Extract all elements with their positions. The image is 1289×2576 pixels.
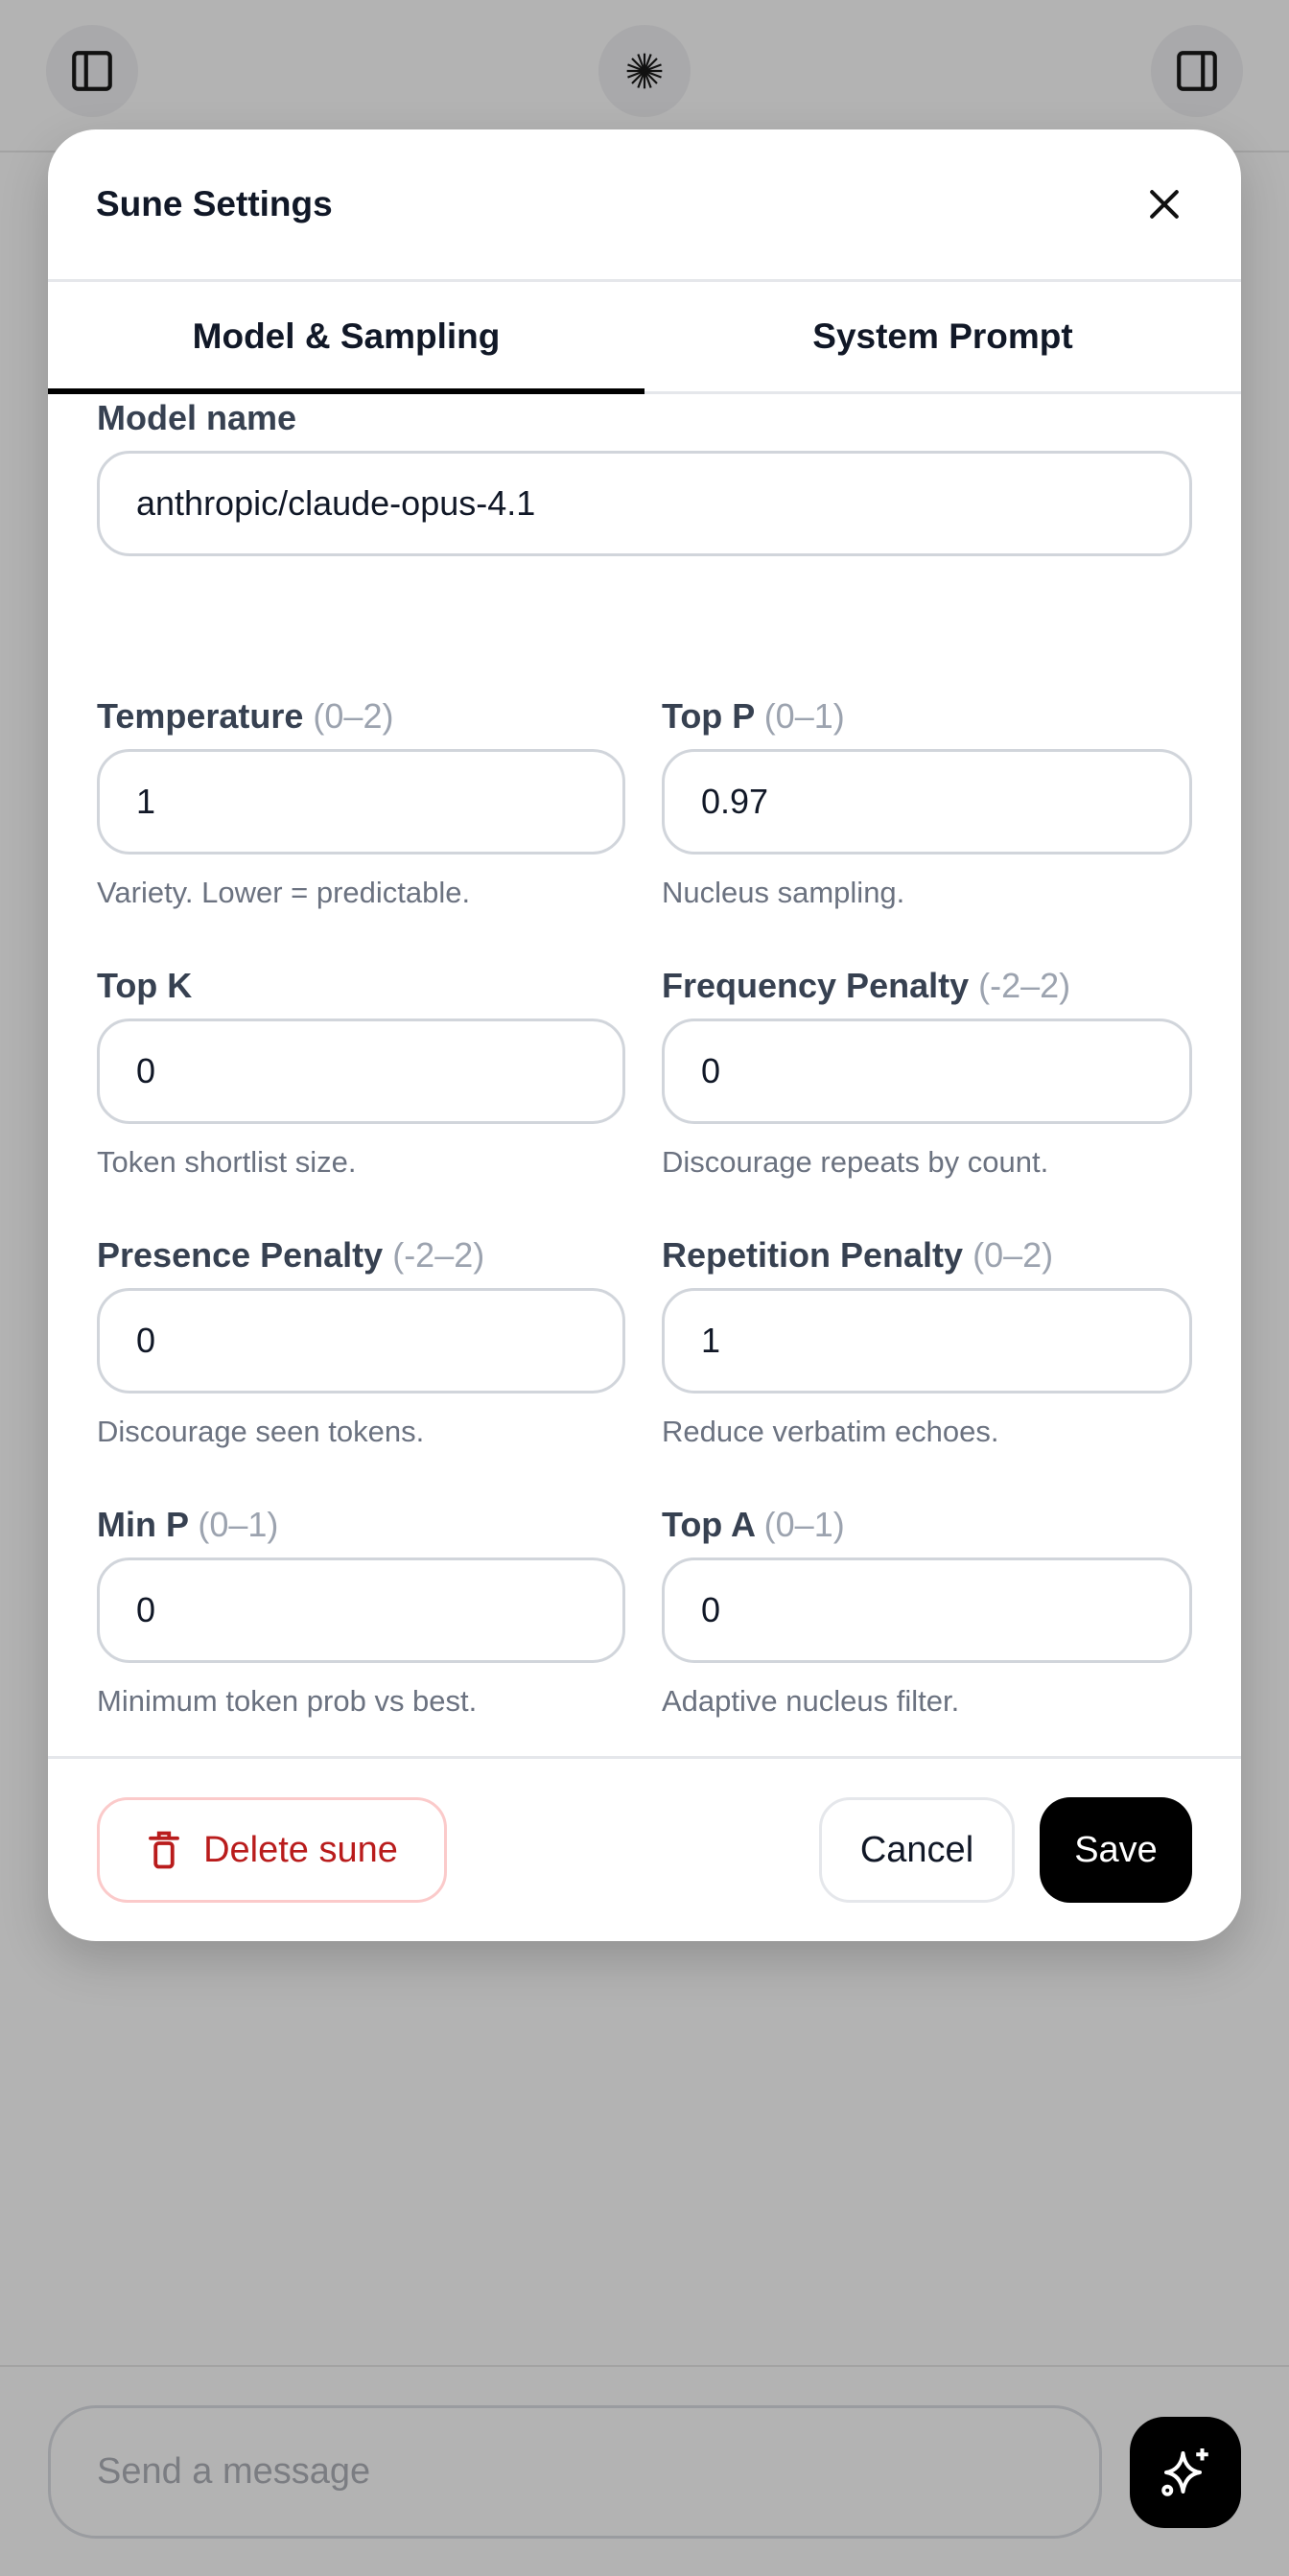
field-label: Top A (0–1) <box>662 1504 1192 1546</box>
field-range: (0–2) <box>313 696 394 736</box>
field-input[interactable]: 0 <box>97 1019 625 1124</box>
field-label-text: Presence Penalty <box>97 1235 384 1275</box>
field-range: (0–2) <box>973 1235 1054 1275</box>
field-label: Repetition Penalty (0–2) <box>662 1234 1192 1276</box>
composer-bar: Send a message <box>0 2365 1289 2576</box>
message-input[interactable]: Send a message <box>48 2405 1102 2539</box>
close-icon <box>1150 190 1179 219</box>
trash-icon <box>149 1831 180 1869</box>
modal-title: Sune Settings <box>96 184 333 223</box>
field-label-text: Top A <box>662 1505 755 1544</box>
field-help: Minimum token prob vs best. <box>97 1684 478 1718</box>
close-button[interactable] <box>1136 176 1193 233</box>
sampling-fields: Temperature (0–2) 1 Variety. Lower = pre… <box>97 695 1192 1773</box>
field-range: (-2–2) <box>978 966 1071 1005</box>
field-label-text: Top K <box>97 966 193 1005</box>
modal-body: Model name anthropic/claude-opus-4.1 Tem… <box>48 397 1241 1773</box>
field-label-text: Repetition Penalty <box>662 1235 964 1275</box>
top-bar <box>0 0 1289 152</box>
field-help: Reduce verbatim echoes. <box>662 1415 999 1448</box>
field-range: (0–1) <box>763 696 845 736</box>
tab-system-prompt[interactable]: System Prompt <box>812 316 1073 356</box>
field-help: Token shortlist size. <box>97 1145 357 1179</box>
field-input[interactable]: 1 <box>97 749 625 855</box>
sidebar-left-icon <box>72 51 112 91</box>
toggle-left-sidebar-button[interactable] <box>46 25 138 117</box>
field-input[interactable]: 0 <box>662 1557 1192 1663</box>
model-name-group: Model name anthropic/claude-opus-4.1 <box>97 397 1192 695</box>
field-presence-penalty: Presence Penalty (-2–2) 0 Discourage see… <box>97 1234 625 1504</box>
field-range: (0–1) <box>763 1505 845 1544</box>
field-top-p: Top P (0–1) 0.97 Nucleus sampling. <box>662 695 1192 965</box>
field-help: Nucleus sampling. <box>662 876 905 909</box>
field-help: Discourage repeats by count. <box>662 1145 1049 1179</box>
field-input[interactable]: 1 <box>662 1288 1192 1393</box>
field-input[interactable]: 0.97 <box>662 749 1192 855</box>
sune-logo-button[interactable] <box>598 25 691 117</box>
save-button[interactable]: Save <box>1040 1797 1192 1903</box>
model-name-label: Model name <box>97 398 297 437</box>
field-label: Min P (0–1) <box>97 1504 625 1546</box>
field-input[interactable]: 0 <box>662 1019 1192 1124</box>
field-range: (-2–2) <box>392 1235 485 1275</box>
field-label-text: Frequency Penalty <box>662 966 970 1005</box>
field-label: Presence Penalty (-2–2) <box>97 1234 625 1276</box>
modal-header: Sune Settings <box>48 129 1241 282</box>
tab-model-sampling[interactable]: Model & Sampling <box>48 282 644 394</box>
field-help: Adaptive nucleus filter. <box>662 1684 960 1718</box>
tab-bar: Model & Sampling System Prompt <box>48 282 1241 394</box>
delete-sune-button[interactable]: Delete sune <box>97 1797 447 1903</box>
field-min-p: Min P (0–1) 0 Minimum token prob vs best… <box>97 1504 625 1773</box>
field-label-text: Top P <box>662 696 755 736</box>
field-help: Variety. Lower = predictable. <box>97 876 471 909</box>
delete-label: Delete sune <box>203 1829 398 1870</box>
modal-footer: Delete sune Cancel Save <box>48 1756 1241 1941</box>
field-label: Frequency Penalty (-2–2) <box>662 965 1192 1007</box>
field-label-text: Min P <box>97 1505 189 1544</box>
field-repetition-penalty: Repetition Penalty (0–2) 1 Reduce verbat… <box>662 1234 1192 1504</box>
field-range: (0–1) <box>198 1505 279 1544</box>
field-frequency-penalty: Frequency Penalty (-2–2) 0 Discourage re… <box>662 965 1192 1234</box>
field-label: Temperature (0–2) <box>97 695 625 738</box>
sidebar-right-icon <box>1177 51 1217 91</box>
field-help: Discourage seen tokens. <box>97 1415 425 1448</box>
field-top-a: Top A (0–1) 0 Adaptive nucleus filter. <box>662 1504 1192 1773</box>
field-input[interactable]: 0 <box>97 1288 625 1393</box>
field-label: Top P (0–1) <box>662 695 1192 738</box>
sune-logo-icon <box>626 53 663 89</box>
model-name-input[interactable]: anthropic/claude-opus-4.1 <box>97 451 1192 556</box>
sparkles-icon <box>1161 2448 1208 2496</box>
settings-modal: Sune Settings Model & Sampling System Pr… <box>48 129 1241 1941</box>
field-top-k: Top K 0 Token shortlist size. <box>97 965 625 1234</box>
toggle-right-sidebar-button[interactable] <box>1151 25 1243 117</box>
sune-action-button[interactable] <box>1130 2417 1241 2528</box>
field-temperature: Temperature (0–2) 1 Variety. Lower = pre… <box>97 695 625 965</box>
field-label: Top K <box>97 965 625 1007</box>
field-input[interactable]: 0 <box>97 1557 625 1663</box>
cancel-button[interactable]: Cancel <box>819 1797 1015 1903</box>
field-label-text: Temperature <box>97 696 304 736</box>
